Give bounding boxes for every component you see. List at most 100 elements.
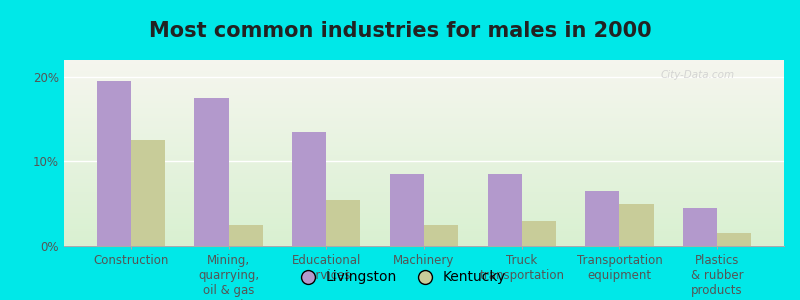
Bar (64, 205, 784, 207)
Bar (64, 187, 784, 188)
Bar (64, 129, 784, 131)
Bar (64, 136, 784, 138)
Bar (522, 220, 556, 246)
Bar (64, 201, 784, 203)
Bar (64, 198, 784, 200)
Legend: Livingston, Kentucky: Livingston, Kentucky (288, 265, 512, 290)
Bar (64, 103, 784, 105)
Bar (64, 84, 784, 86)
Bar (64, 144, 784, 146)
Bar (64, 125, 784, 127)
Bar (64, 94, 784, 95)
Bar (619, 204, 654, 246)
Bar (64, 123, 784, 125)
Bar (64, 127, 784, 129)
Bar (64, 237, 784, 239)
Bar (64, 194, 784, 196)
Bar (64, 227, 784, 229)
Bar (64, 110, 784, 112)
Bar (292, 132, 326, 246)
Bar (64, 142, 784, 144)
Bar (64, 155, 784, 157)
Bar (64, 226, 784, 227)
Bar (64, 88, 784, 90)
Bar (64, 122, 784, 123)
Bar (64, 64, 784, 66)
Bar (64, 175, 784, 177)
Bar (64, 149, 784, 151)
Bar (64, 172, 784, 173)
Bar (487, 174, 522, 246)
Bar (64, 86, 784, 88)
Bar (64, 184, 784, 187)
Bar (64, 119, 784, 122)
Bar (64, 212, 784, 214)
Bar (64, 99, 784, 101)
Bar (64, 235, 784, 237)
Bar (64, 138, 784, 140)
Bar (64, 106, 784, 108)
Bar (64, 151, 784, 153)
Bar (64, 203, 784, 205)
Bar (326, 200, 361, 246)
Bar (64, 101, 784, 103)
Bar (64, 82, 784, 84)
Bar (64, 68, 784, 69)
Bar (64, 183, 784, 184)
Bar (585, 191, 619, 246)
Bar (64, 233, 784, 235)
Bar (64, 179, 784, 181)
Bar (64, 190, 784, 192)
Bar (64, 95, 784, 97)
Bar (64, 209, 784, 211)
Bar (64, 133, 784, 134)
Bar (64, 168, 784, 170)
Bar (64, 73, 784, 75)
Bar (64, 79, 784, 80)
Bar (64, 166, 784, 168)
Bar (194, 98, 229, 246)
Bar (64, 146, 784, 147)
Bar (64, 192, 784, 194)
Bar (64, 157, 784, 159)
Text: City-Data.com: City-Data.com (661, 70, 734, 80)
Bar (64, 238, 784, 240)
Bar (64, 224, 784, 226)
Bar (64, 60, 784, 62)
Bar (64, 181, 784, 183)
Bar (64, 62, 784, 64)
Bar (97, 81, 131, 246)
Bar (64, 160, 784, 162)
Bar (64, 222, 784, 224)
Bar (64, 153, 784, 155)
Bar (64, 66, 784, 68)
Bar (64, 71, 784, 73)
Bar (64, 240, 784, 242)
Bar (64, 242, 784, 244)
Bar (64, 77, 784, 79)
Bar (64, 80, 784, 82)
Bar (64, 200, 784, 201)
Bar (64, 112, 784, 114)
Bar (64, 92, 784, 94)
Bar (64, 105, 784, 106)
Bar (64, 147, 784, 149)
Bar (64, 90, 784, 92)
Bar (64, 140, 784, 142)
Bar (390, 174, 424, 246)
Bar (64, 75, 784, 77)
Bar (229, 225, 263, 246)
Bar (424, 225, 458, 246)
Bar (131, 140, 165, 246)
Bar (64, 196, 784, 198)
Bar (64, 116, 784, 118)
Bar (64, 207, 784, 209)
Bar (64, 162, 784, 164)
Bar (717, 233, 751, 246)
Bar (64, 188, 784, 190)
Bar (64, 114, 784, 116)
Text: Most common industries for males in 2000: Most common industries for males in 2000 (149, 21, 651, 41)
Bar (64, 97, 784, 99)
Bar (64, 173, 784, 175)
Bar (683, 208, 717, 246)
